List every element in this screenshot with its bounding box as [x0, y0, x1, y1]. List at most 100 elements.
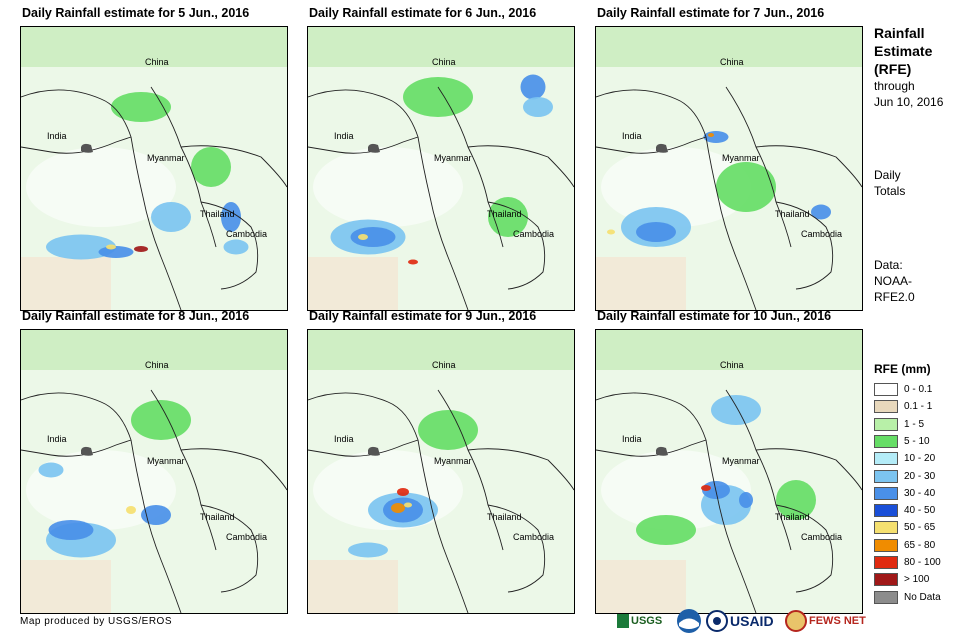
country-label-thailand: Thailand	[200, 512, 235, 522]
usgs-logo-icon	[617, 614, 629, 628]
legend-label: 0.1 - 1	[904, 401, 933, 413]
daily-totals: Daily Totals	[874, 167, 905, 199]
country-label-china: China	[145, 360, 169, 370]
noaa-logo	[676, 607, 702, 635]
panel-title: Daily Rainfall estimate for 8 Jun., 2016	[22, 309, 250, 323]
country-label-china: China	[145, 57, 169, 67]
country-label-china: China	[720, 57, 744, 67]
country-label-myanmar: Myanmar	[722, 153, 760, 163]
legend-label: 50 - 65	[904, 522, 936, 534]
rainfall-map-svg	[21, 330, 287, 613]
country-label-cambodia: Cambodia	[513, 532, 555, 542]
country-label-cambodia: Cambodia	[513, 229, 555, 239]
country-label-china: China	[432, 360, 456, 370]
panel-title: Daily Rainfall estimate for 9 Jun., 2016	[309, 309, 537, 323]
through-text: through	[874, 79, 915, 93]
country-label-cambodia: Cambodia	[801, 229, 843, 239]
daily-text: Daily	[874, 168, 901, 182]
legend-label: 5 - 10	[904, 435, 930, 447]
usaid-logo: USAID	[706, 607, 774, 635]
data-label: Data:	[874, 258, 903, 272]
country-label-india: India	[334, 131, 354, 141]
country-label-myanmar: Myanmar	[434, 153, 472, 163]
rainfall-map: China India Myanmar Thailand Cambodia	[20, 329, 288, 614]
legend-swatch	[874, 590, 898, 604]
footer-credit: Map produced by USGS/EROS	[20, 616, 173, 627]
through-date: Jun 10, 2016	[874, 95, 944, 109]
country-label-cambodia: Cambodia	[801, 532, 843, 542]
country-label-myanmar: Myanmar	[147, 456, 185, 466]
legend-label: 80 - 100	[904, 557, 941, 568]
rainfall-map-svg	[308, 27, 574, 310]
legend-swatch	[874, 556, 898, 569]
map-panel: Daily Rainfall estimate for 8 Jun., 2016…	[20, 309, 290, 619]
panel-title: Daily Rainfall estimate for 6 Jun., 2016	[309, 6, 537, 20]
country-label-china: China	[432, 57, 456, 67]
panel-title: Daily Rainfall estimate for 5 Jun., 2016	[22, 6, 250, 20]
country-label-india: India	[334, 434, 354, 444]
usgs-logo: USGS	[617, 607, 673, 635]
legend-swatch	[874, 469, 898, 483]
country-label-myanmar: Myanmar	[147, 153, 185, 163]
source-line2: RFE2.0	[874, 290, 915, 304]
legend-swatch	[874, 573, 898, 587]
rainfall-map-svg	[596, 27, 862, 310]
legend-swatch	[874, 538, 898, 552]
map-panel: Daily Rainfall estimate for 6 Jun., 2016…	[307, 6, 577, 316]
country-label-cambodia: Cambodia	[226, 532, 268, 542]
country-label-thailand: Thailand	[775, 512, 810, 522]
totals-text: Totals	[874, 184, 906, 198]
country-label-india: India	[622, 131, 642, 141]
legend-label: 30 - 40	[904, 487, 936, 499]
map-panel: Daily Rainfall estimate for 9 Jun., 2016…	[307, 309, 577, 619]
country-label-thailand: Thailand	[200, 209, 235, 219]
legend-swatch	[874, 383, 898, 396]
usgs-logo-text: USGS	[631, 615, 663, 627]
rainfall-map-svg	[308, 330, 574, 613]
country-label-cambodia: Cambodia	[226, 229, 268, 239]
country-label-thailand: Thailand	[775, 209, 810, 219]
legend-swatch	[874, 452, 898, 466]
side-heading: Rainfall Estimate (RFE) through Jun 10, …	[874, 24, 943, 110]
map-panel: Daily Rainfall estimate for 5 Jun., 2016…	[20, 6, 290, 316]
rainfall-map-svg	[596, 330, 862, 613]
usaid-seal-icon	[706, 610, 728, 632]
country-label-myanmar: Myanmar	[434, 456, 472, 466]
heading-line1: Rainfall	[874, 25, 925, 41]
data-source: Data: NOAA- RFE2.0	[874, 257, 915, 305]
map-panel: Daily Rainfall estimate for 7 Jun., 2016…	[595, 6, 865, 316]
source-line1: NOAA-	[874, 274, 913, 288]
legend-label: 65 - 80	[904, 539, 936, 551]
legend-label: 40 - 50	[904, 505, 936, 517]
country-label-thailand: Thailand	[487, 512, 522, 522]
legend-title: RFE (mm)	[874, 362, 931, 376]
rainfall-map: China India Myanmar Thailand Cambodia	[595, 329, 863, 614]
map-panel: Daily Rainfall estimate for 10 Jun., 201…	[595, 309, 865, 619]
country-label-thailand: Thailand	[487, 209, 522, 219]
fewsnet-logo-text: FEWS NET	[809, 615, 866, 627]
rainfall-map-svg	[21, 27, 287, 310]
fewsnet-icon	[785, 610, 807, 632]
legend-label: > 100	[904, 574, 930, 586]
country-label-china: China	[720, 360, 744, 370]
legend-swatch	[874, 486, 898, 500]
country-label-india: India	[47, 434, 67, 444]
rainfall-map: China India Myanmar Thailand Cambodia	[20, 26, 288, 311]
legend-label: 10 - 20	[904, 453, 936, 465]
rainfall-map: China India Myanmar Thailand Cambodia	[307, 26, 575, 311]
legend-label: No Data	[904, 591, 941, 603]
country-label-myanmar: Myanmar	[722, 456, 760, 466]
legend-label: 1 - 5	[904, 418, 925, 430]
legend-swatch	[874, 521, 898, 535]
legend-label: 0 - 0.1	[904, 384, 933, 395]
legend-swatch	[874, 417, 898, 431]
panel-title: Daily Rainfall estimate for 7 Jun., 2016	[597, 6, 825, 20]
legend-swatch	[874, 400, 898, 414]
rainfall-map: China India Myanmar Thailand Cambodia	[307, 329, 575, 614]
noaa-icon	[677, 609, 701, 633]
fewsnet-logo: FEWS NET	[785, 607, 866, 635]
usaid-logo-text: USAID	[730, 613, 774, 629]
heading-line2: Estimate	[874, 43, 933, 59]
country-label-india: India	[47, 131, 67, 141]
legend-swatch	[874, 504, 898, 518]
